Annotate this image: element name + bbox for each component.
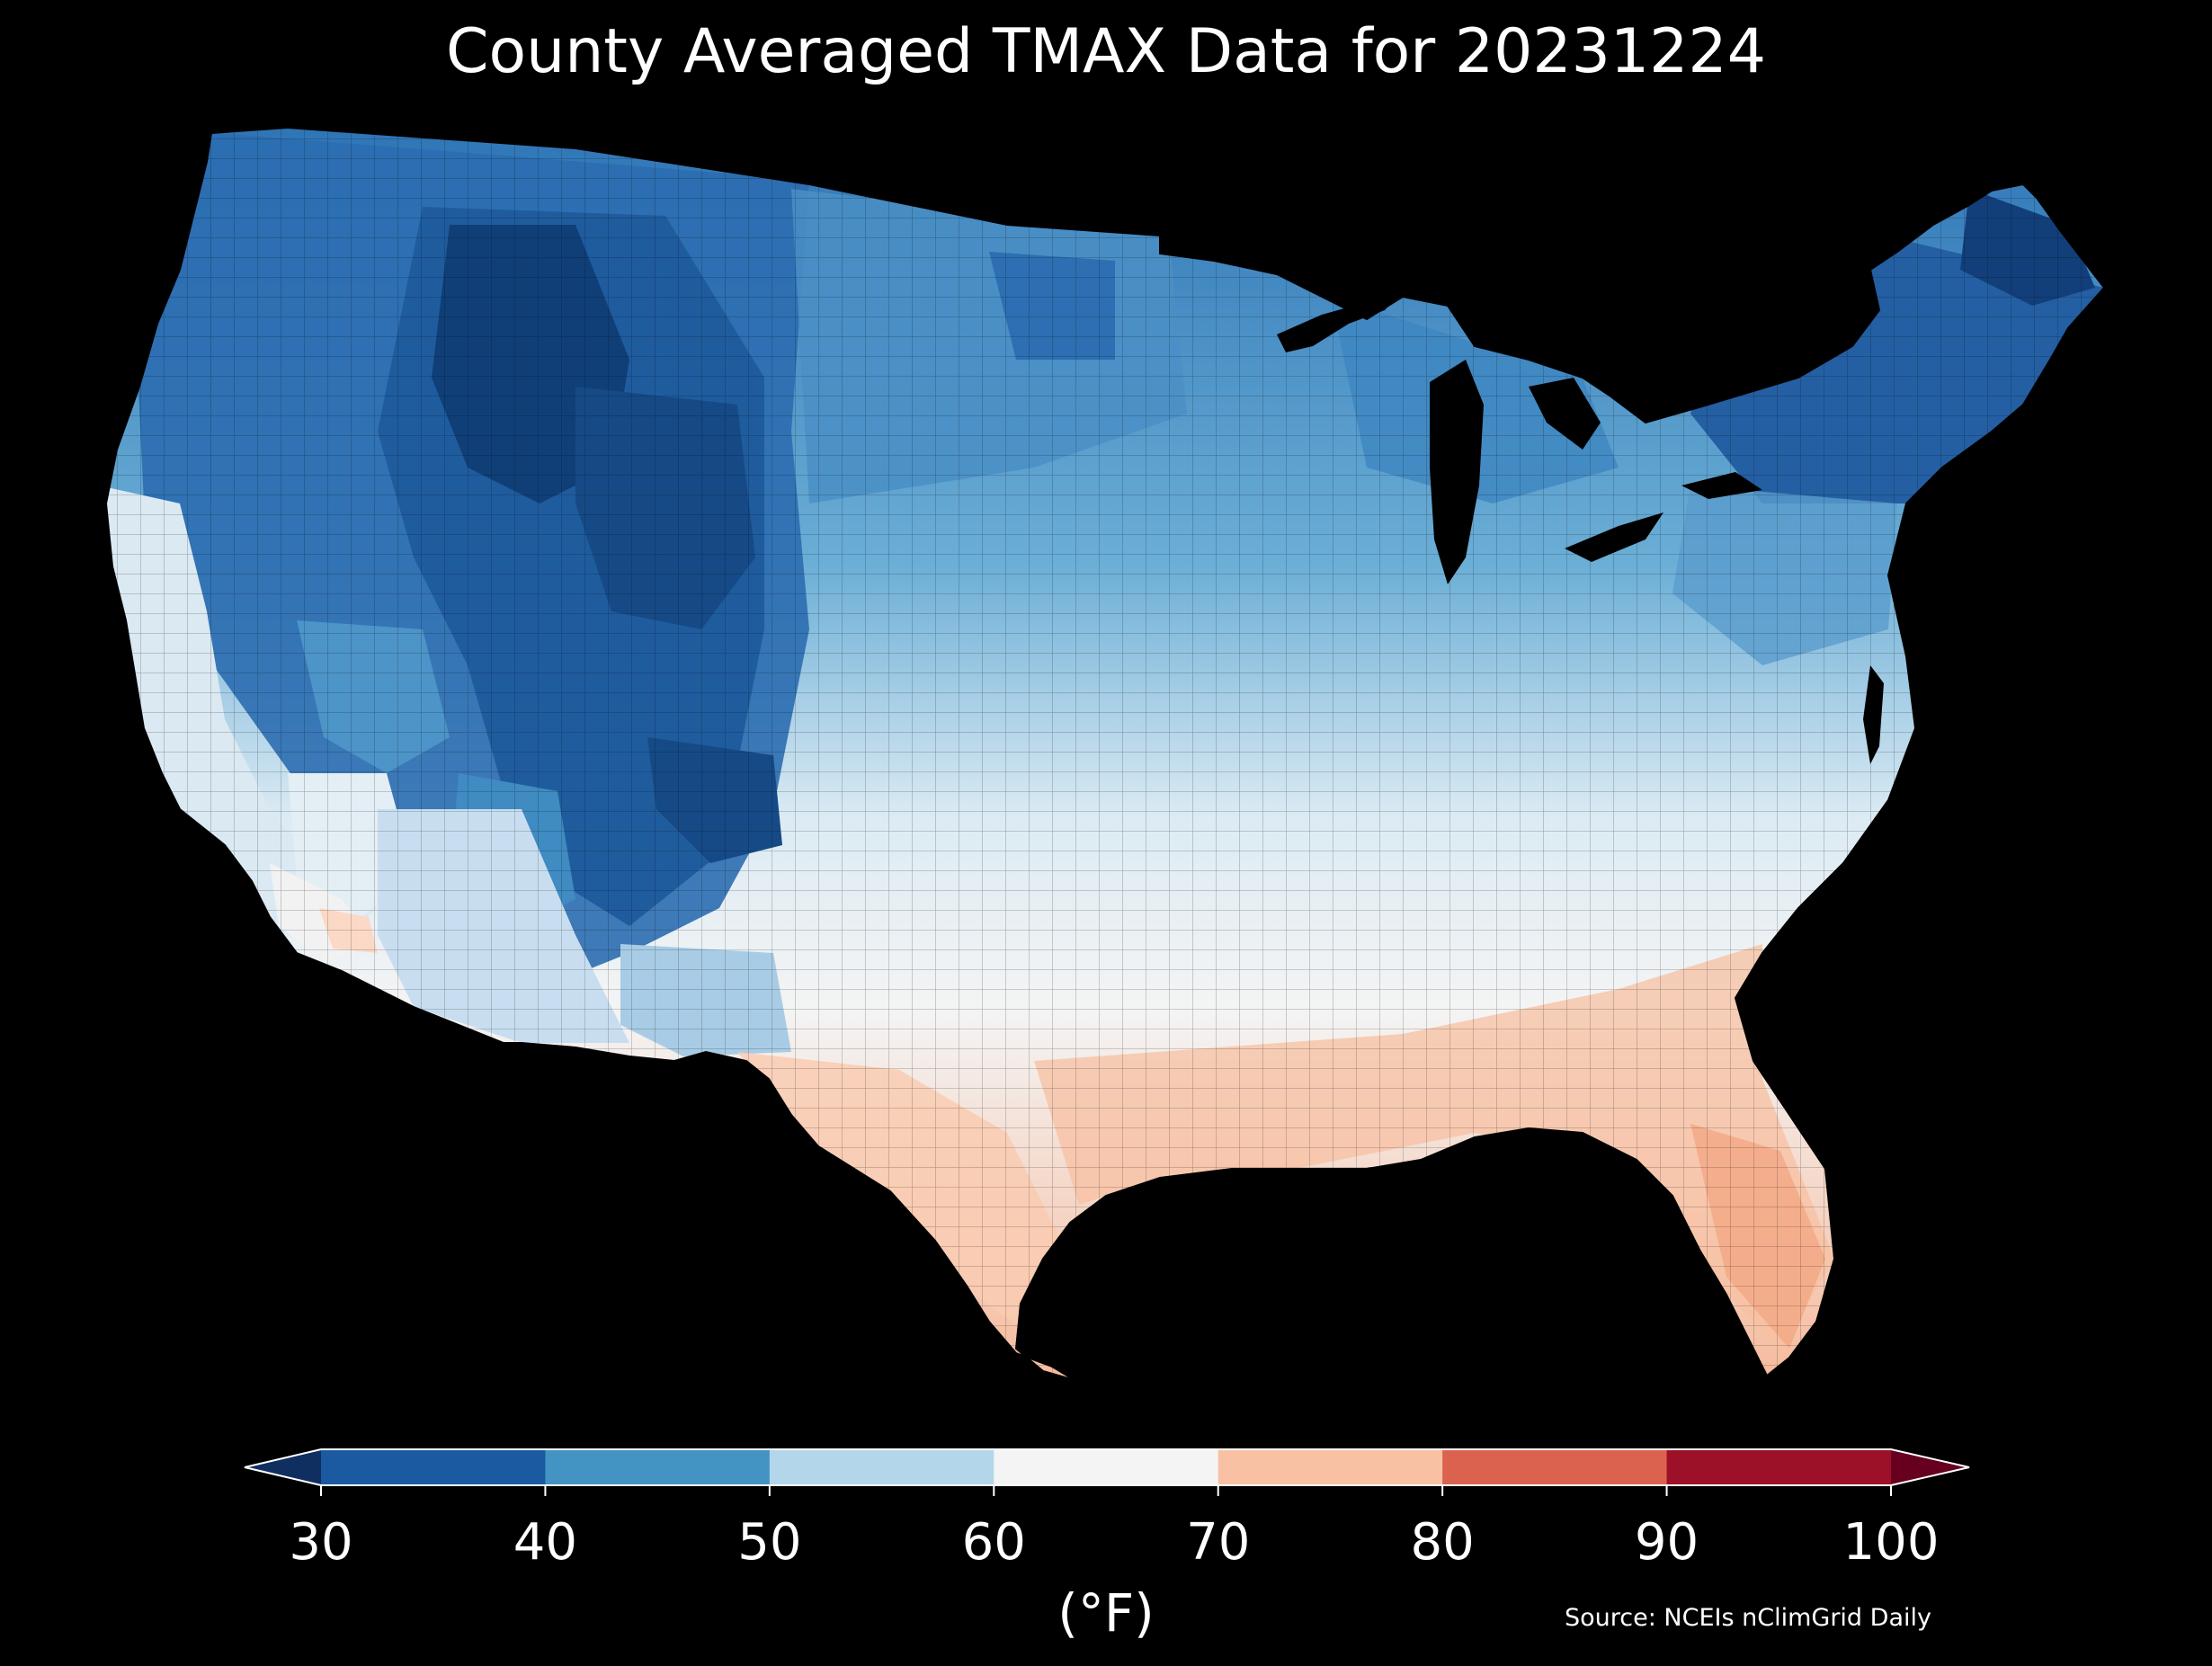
colorbar-tick-label: 30 (289, 1513, 353, 1572)
source-note: Source: NCEIs nClimGrid Daily (1565, 1604, 1931, 1632)
colorbar-tick-label: 50 (737, 1513, 802, 1572)
colorbar-over-arrow (1891, 1449, 1969, 1485)
colorbar-bin (1442, 1449, 1668, 1485)
colorbar-tick-label: 60 (961, 1513, 1026, 1572)
colorbar-bin (769, 1449, 995, 1485)
colorbar-bin (1666, 1449, 1892, 1485)
colorbar-under-arrow (245, 1449, 321, 1485)
colorbar-bin (994, 1449, 1219, 1485)
colorbar-tick-label: 80 (1410, 1513, 1475, 1572)
colorbar-bin (321, 1449, 546, 1485)
map-title: County Averaged TMAX Data for 20231224 (446, 16, 1766, 87)
colorbar-tick-label: 70 (1186, 1513, 1251, 1572)
colorbar-units-label: (°F) (1057, 1582, 1155, 1644)
colorbar-bin (545, 1449, 771, 1485)
colorbar-bin (1217, 1449, 1443, 1485)
colorbar-tick-label: 90 (1634, 1513, 1699, 1572)
colorbar-tick-label: 100 (1842, 1513, 1940, 1572)
colorbar-tick-label: 40 (513, 1513, 578, 1572)
